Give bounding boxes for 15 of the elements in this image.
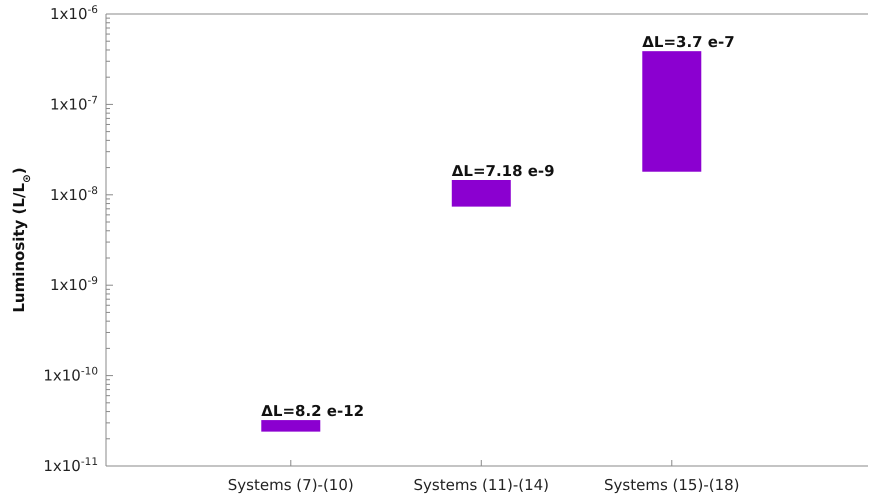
x-tick-label: Systems (11)-(14) xyxy=(414,476,550,494)
data-label: ΔL=7.18 e-9 xyxy=(452,162,555,180)
y-tick-label: 1x10$^{-11}$ xyxy=(43,456,98,475)
bar xyxy=(642,51,702,172)
bar xyxy=(452,180,511,207)
y-tick-label: 1x10$^{-7}$ xyxy=(50,94,98,114)
y-tick-label: 1x10$^{-8}$ xyxy=(50,184,98,204)
y-tick-label: 1x10$^{-10}$ xyxy=(43,366,98,385)
x-tick-label: Systems (15)-(18) xyxy=(604,476,740,494)
data-label: ΔL=3.7 e-7 xyxy=(642,33,735,52)
data-label: ΔL=8.2 e-12 xyxy=(261,402,364,420)
bar xyxy=(261,420,320,432)
y-tick-label: 1x10$^{-6}$ xyxy=(50,4,98,23)
x-tick-label: Systems (7)-(10) xyxy=(228,476,354,494)
y-tick-label: 1x10$^{-9}$ xyxy=(50,275,98,294)
